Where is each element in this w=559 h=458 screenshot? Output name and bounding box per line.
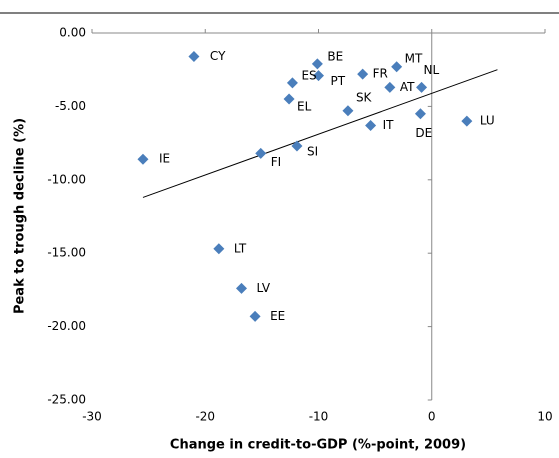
point-label: SK (356, 90, 373, 104)
point-label: LV (256, 281, 270, 295)
x-tick-label: -10 (309, 410, 329, 424)
point-label: CY (210, 49, 226, 63)
point-label: LU (480, 114, 495, 128)
data-point (313, 70, 324, 82)
data-point (357, 68, 369, 80)
point-label: ES (301, 68, 316, 82)
point-label: LT (234, 241, 247, 255)
y-tick-label: -25.00 (47, 393, 86, 407)
data-point (283, 93, 295, 105)
y-tick-label: -10.00 (47, 172, 86, 186)
data-point (342, 105, 354, 117)
data-point (461, 115, 473, 127)
trendline (142, 69, 498, 198)
data-point (291, 140, 303, 152)
y-tick-label: -15.00 (47, 246, 86, 260)
point-label: PT (331, 74, 346, 88)
point-label: EL (297, 100, 312, 114)
data-point (384, 81, 396, 93)
point-label: MT (405, 51, 423, 65)
point-label: IE (159, 152, 170, 166)
data-point (416, 81, 428, 93)
data-point (255, 147, 267, 159)
point-label: NL (424, 63, 440, 77)
point-label: DE (415, 126, 432, 140)
data-point (188, 50, 200, 62)
point-label: AT (400, 80, 415, 94)
data-point (365, 119, 377, 131)
point-label: SI (307, 145, 318, 159)
point-label: EE (270, 309, 285, 323)
data-point (213, 243, 225, 255)
y-tick-label: 0.00 (59, 26, 86, 40)
data-point (391, 61, 403, 73)
y-axis-title: Peak to trough decline (%) (13, 118, 28, 314)
y-tick-label: -5.00 (55, 99, 86, 113)
x-tick-label: 10 (537, 410, 552, 424)
y-tick-label: -20.00 (47, 319, 86, 333)
data-point (235, 282, 247, 294)
data-point (286, 77, 298, 89)
x-tick-label: 0 (428, 410, 436, 424)
point-label: BE (327, 49, 343, 63)
data-point (137, 153, 149, 165)
data-point (249, 310, 261, 322)
data-point (311, 58, 323, 70)
data-point (414, 108, 426, 120)
point-label: IT (383, 118, 395, 132)
point-label: FR (373, 67, 388, 81)
x-tick-label: -20 (195, 410, 215, 424)
x-axis-title: Change in credit-to-GDP (%-point, 2009) (170, 438, 466, 453)
point-label: FI (271, 155, 281, 169)
x-tick-label: -30 (82, 410, 102, 424)
